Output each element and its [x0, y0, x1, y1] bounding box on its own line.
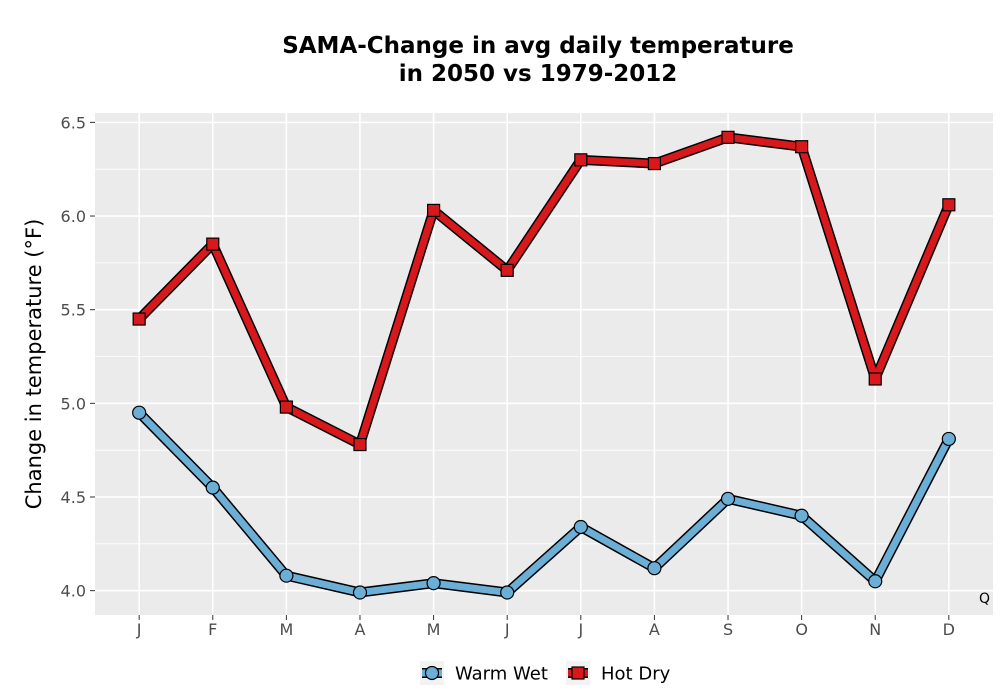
- series: [132, 130, 956, 600]
- legend-key-marker: [424, 665, 440, 681]
- x-tick-label: M: [427, 620, 441, 639]
- series-line: [135, 409, 953, 597]
- x-tick-label: O: [795, 620, 808, 639]
- data-point: [647, 156, 662, 171]
- x-tick-label: J: [504, 620, 510, 639]
- x-tick-label: S: [723, 620, 733, 639]
- data-point: [352, 585, 368, 600]
- data-point: [132, 405, 147, 420]
- x-tick-label: M: [279, 620, 293, 639]
- legend-label: Warm Wet: [455, 664, 548, 685]
- y-tick-label: 4.0: [61, 582, 86, 601]
- y-tick-label: 5.0: [61, 394, 86, 413]
- grid: [95, 113, 993, 615]
- data-point: [132, 312, 146, 326]
- series-1: [132, 130, 956, 452]
- data-point: [500, 585, 515, 600]
- x-tick-label: N: [869, 620, 881, 639]
- data-point: [205, 480, 220, 495]
- data-point: [574, 153, 588, 167]
- corner-annotation: Q: [979, 591, 990, 607]
- data-point: [500, 263, 514, 277]
- y-axis: 4.0 4.5 5.0 5.5 6.0 6.5: [61, 113, 95, 601]
- data-point: [795, 140, 809, 154]
- data-point: [353, 437, 367, 452]
- plot-panel: [95, 113, 993, 615]
- y-axis-title: Change in temperature (°F): [22, 219, 46, 510]
- data-point: [941, 431, 956, 447]
- y-tick-label: 5.5: [61, 301, 86, 320]
- data-point: [868, 574, 883, 589]
- x-tick-label: A: [355, 620, 366, 639]
- x-tick-label: F: [208, 620, 217, 639]
- x-tick-label: A: [649, 620, 660, 639]
- data-point: [279, 400, 293, 414]
- series-line: [135, 133, 953, 449]
- y-tick-label: 6.0: [61, 207, 86, 226]
- data-point: [279, 568, 294, 583]
- data-point: [868, 372, 882, 386]
- legend-label: Hot Dry: [601, 664, 671, 685]
- data-point: [206, 237, 220, 251]
- data-point: [647, 561, 662, 576]
- chart-title-line-1: SAMA-Change in avg daily temperature: [282, 33, 794, 59]
- y-tick-label: 4.5: [61, 488, 86, 507]
- chart-title-line-2: in 2050 vs 1979-2012: [399, 61, 678, 87]
- data-point: [721, 130, 735, 144]
- x-tick-label: J: [136, 620, 142, 639]
- series-0: [132, 405, 956, 600]
- data-point: [720, 491, 736, 506]
- data-point: [426, 203, 441, 218]
- data-point: [794, 508, 809, 523]
- data-point: [573, 519, 588, 535]
- data-point: [942, 198, 956, 212]
- y-tick-label: 6.5: [61, 113, 86, 132]
- legend: Warm Wet Hot Dry: [420, 661, 671, 685]
- legend-key-marker: [571, 666, 585, 680]
- x-tick-label: J: [577, 620, 583, 639]
- data-point: [426, 576, 441, 591]
- x-tick-label: D: [943, 620, 955, 639]
